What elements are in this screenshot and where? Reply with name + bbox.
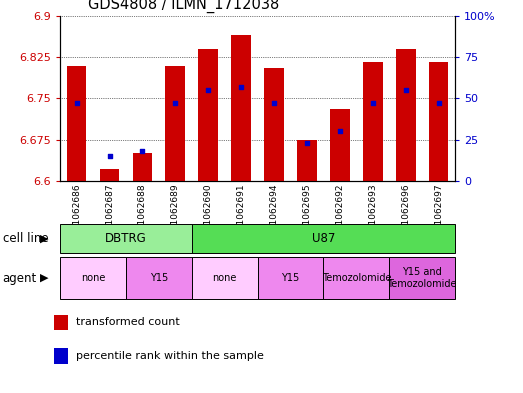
Bar [165, 66, 185, 181]
Bar [231, 35, 251, 181]
Point [435, 100, 443, 107]
Text: none: none [212, 273, 237, 283]
Text: GDS4808 / ILMN_1712038: GDS4808 / ILMN_1712038 [88, 0, 279, 13]
Text: Y15: Y15 [150, 273, 168, 283]
Text: Temozolomide: Temozolomide [322, 273, 391, 283]
Text: cell line: cell line [3, 232, 48, 245]
Bar [297, 140, 317, 181]
Bar [389, 257, 455, 299]
Point [171, 100, 179, 107]
Point [138, 148, 146, 154]
Point [336, 128, 344, 134]
Text: ▶: ▶ [40, 234, 49, 244]
Point [204, 87, 212, 93]
Text: Y15: Y15 [281, 273, 300, 283]
Text: ▶: ▶ [40, 273, 49, 283]
Text: transformed count: transformed count [76, 318, 180, 327]
Bar [132, 153, 152, 181]
Bar [54, 315, 68, 330]
Bar [429, 62, 448, 181]
Point [270, 100, 278, 107]
Text: DBTRG: DBTRG [105, 232, 147, 245]
Text: none: none [81, 273, 105, 283]
Bar [264, 68, 284, 181]
Point [72, 100, 81, 107]
Bar [363, 62, 383, 181]
Bar [323, 257, 389, 299]
Bar [330, 109, 350, 181]
Bar [60, 224, 192, 253]
Bar [54, 348, 68, 364]
Text: percentile rank within the sample: percentile rank within the sample [76, 351, 264, 361]
Bar [126, 257, 192, 299]
Bar [60, 257, 126, 299]
Bar [100, 169, 119, 181]
Point [105, 153, 113, 159]
Point [402, 87, 410, 93]
Bar [192, 257, 257, 299]
Bar [67, 66, 86, 181]
Point [303, 140, 311, 146]
Bar [198, 49, 218, 181]
Bar [257, 257, 323, 299]
Text: Y15 and
Temozolomide: Y15 and Temozolomide [388, 267, 457, 289]
Bar [396, 49, 415, 181]
Text: agent: agent [3, 272, 37, 285]
Point [237, 84, 245, 90]
Point [369, 100, 377, 107]
Text: U87: U87 [312, 232, 335, 245]
Bar [192, 224, 455, 253]
